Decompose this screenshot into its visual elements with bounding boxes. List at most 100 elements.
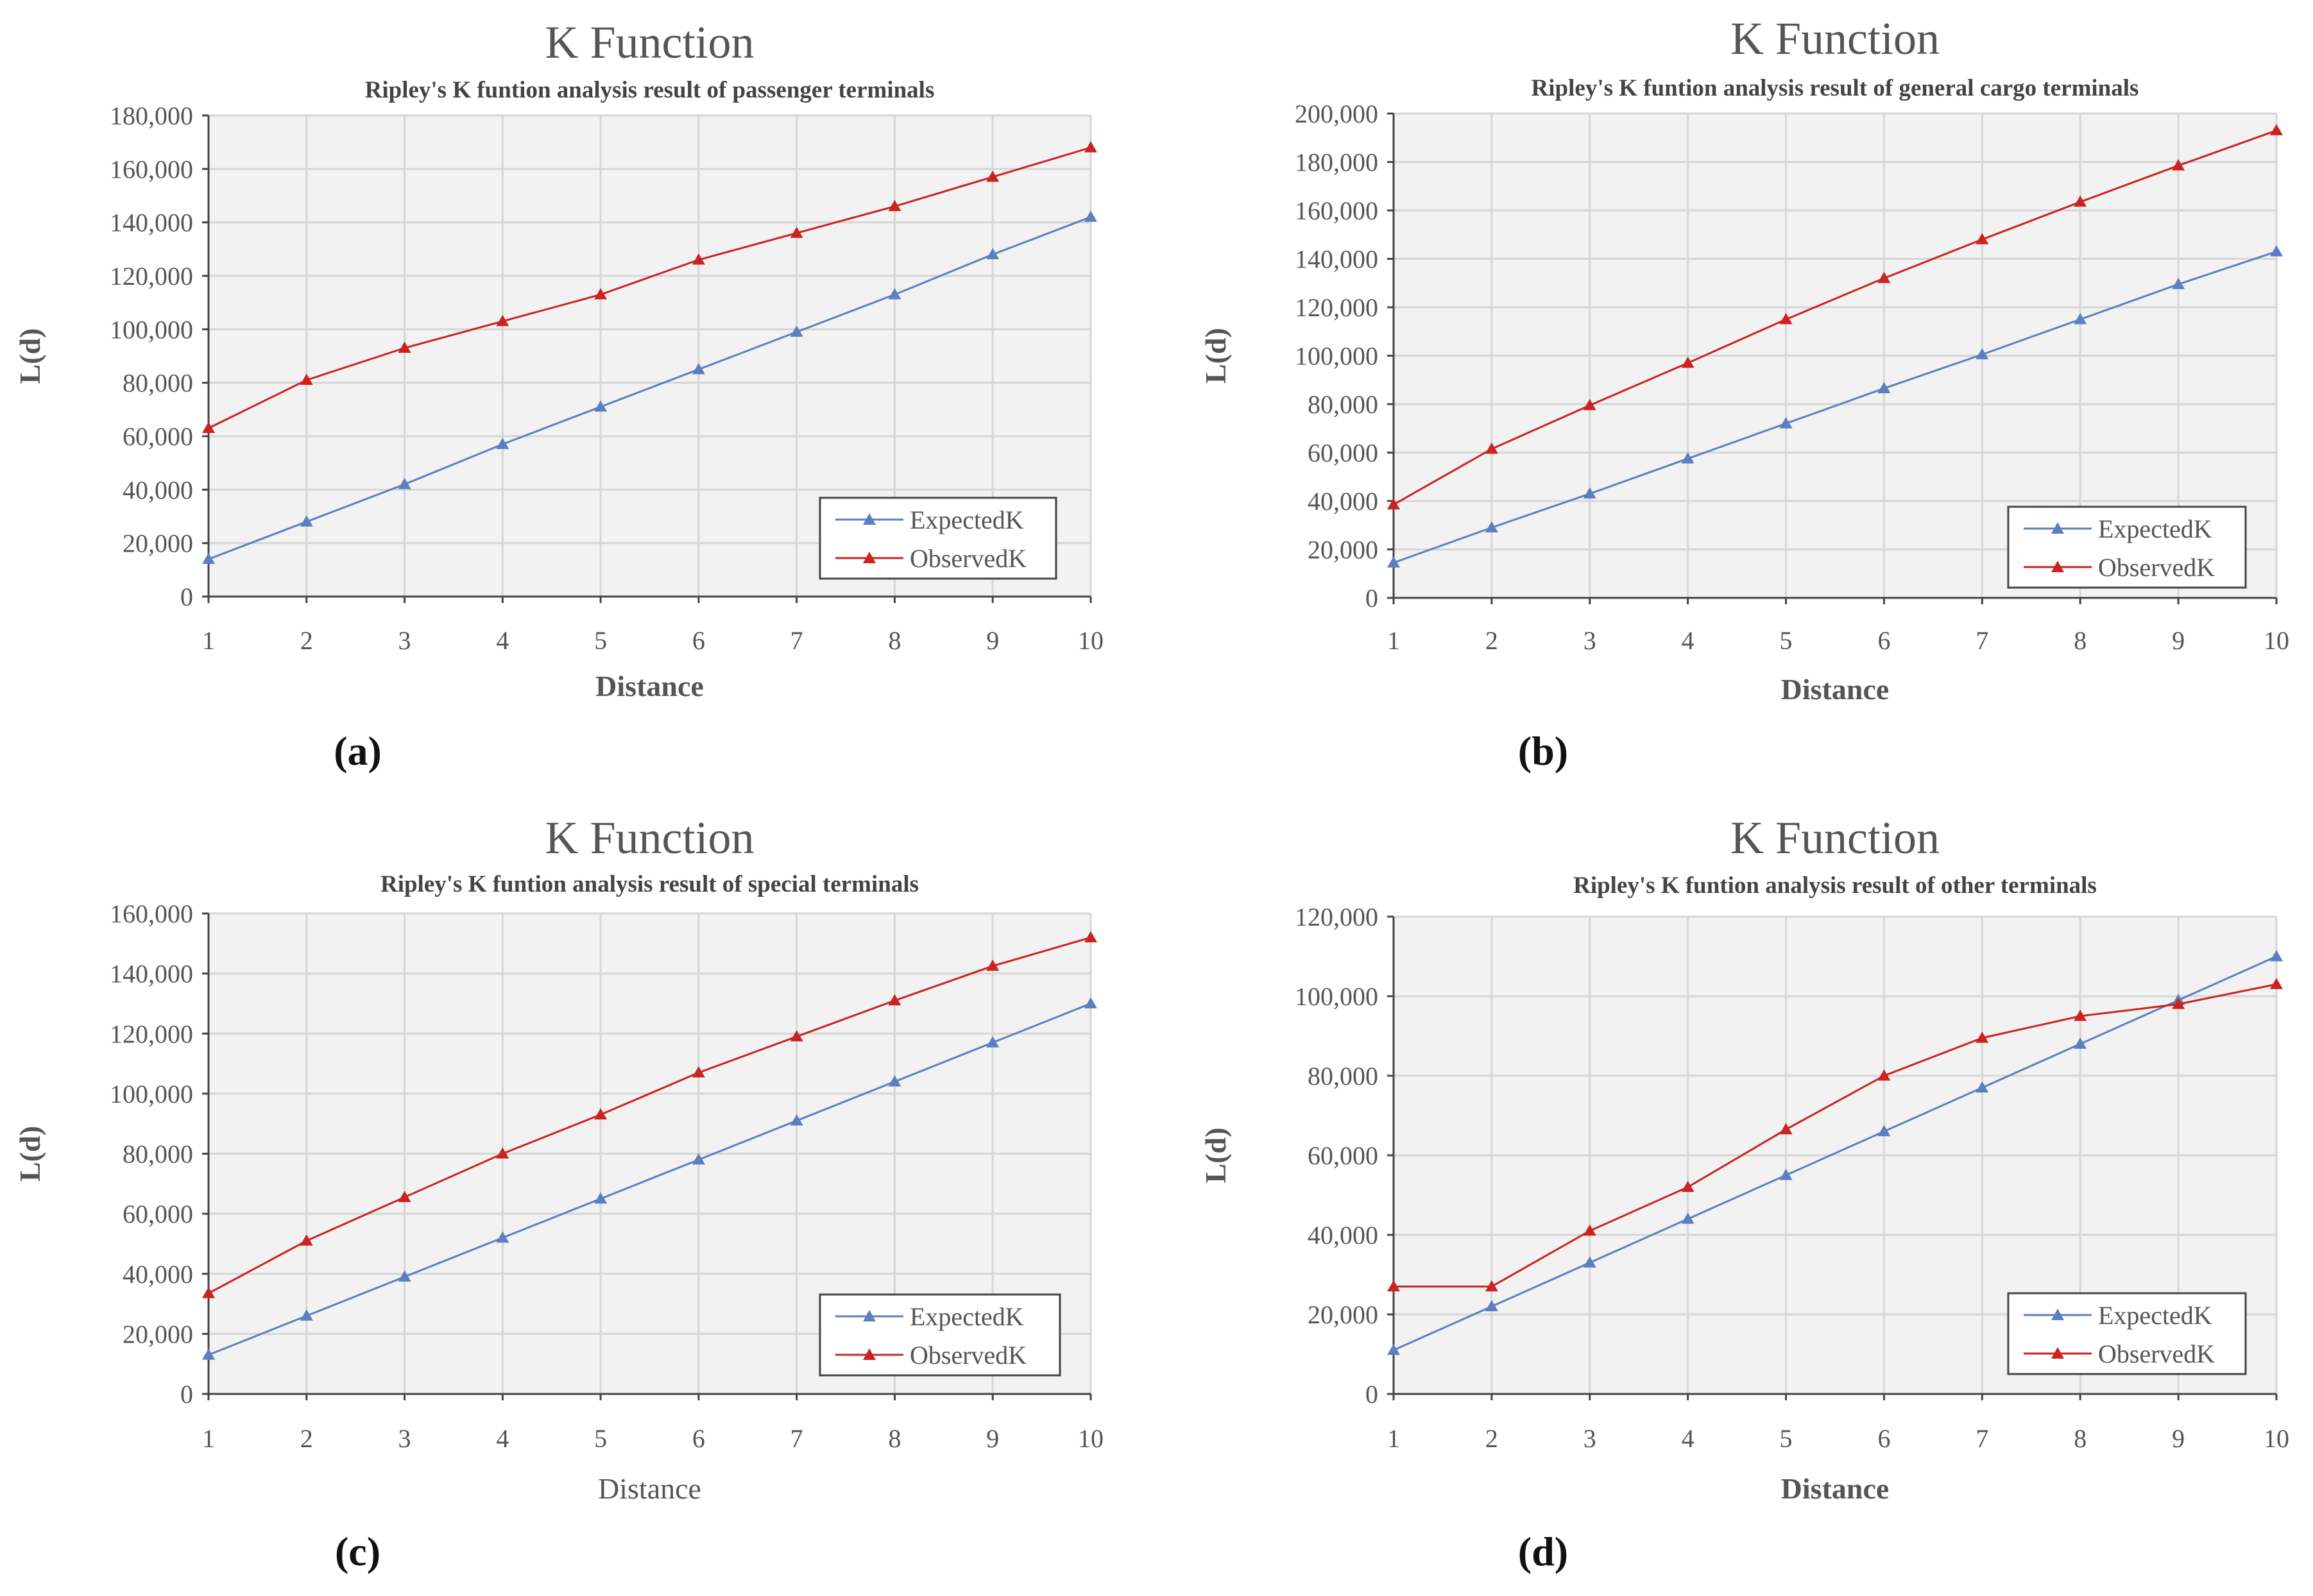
series-line-observedk [1394,983,2277,1288]
x-tick-label: 5 [594,626,607,655]
legend [2007,1292,2247,1375]
y-tick-label: 20,000 [1308,1300,1378,1329]
data-point-expectedk [2074,312,2087,325]
series-line-expectedk [1393,250,2277,564]
data-point-expectedk [594,400,608,412]
y-tick-label: 0 [180,582,193,611]
y-tick-label: 100,000 [110,315,193,344]
series-line-expectedk [208,216,1091,561]
data-point-expectedk [2270,245,2283,257]
x-tick-label: 7 [1976,626,1988,655]
chart-subtitle: Ripley's K funtion analysis result of pa… [365,77,935,103]
chart-panel-d: K Function Ripley's K funtion analysis re… [1199,812,2289,1574]
x-tick-label: 8 [888,1424,901,1453]
x-tick-label: 9 [986,1424,999,1453]
x-tick-label: 10 [1078,626,1104,655]
y-tick-label: 120,000 [110,1019,193,1048]
data-point-expectedk [1779,1169,1793,1180]
x-tick-label: 6 [1877,626,1890,655]
data-point-observedk [790,1030,803,1042]
y-tick-label: 80,000 [1308,1062,1378,1091]
y-tick-label: 180,000 [1295,148,1378,177]
data-point-expectedk [496,1231,509,1243]
y-tick-label: 0 [1365,1380,1378,1409]
legend-marker [863,552,876,563]
data-point-observedk [2172,998,2185,1009]
y-tick-label: 100,000 [1295,982,1378,1011]
x-tick-label: 9 [2172,1424,2185,1453]
legend-label: ObservedK [2098,553,2215,582]
y-tick-label: 0 [180,1380,193,1409]
data-point-expectedk [1877,1125,1891,1137]
legend-marker [2051,1347,2064,1359]
x-tick-label: 3 [398,1424,411,1453]
data-point-expectedk [1877,382,1891,393]
data-point-expectedk [1387,1343,1400,1355]
y-axis-label: L(d) [1199,1128,1232,1184]
data-point-observedk [692,253,705,265]
y-tick-label: 80,000 [123,1140,193,1169]
y-tick-label: 100,000 [110,1080,193,1108]
data-point-observedk [986,959,1000,971]
data-point-observedk [888,200,901,212]
data-point-expectedk [2270,950,2283,962]
data-point-expectedk [1583,487,1596,499]
data-point-observedk [594,1108,608,1120]
data-point-expectedk [1779,417,1793,429]
chart-subtitle: Ripley's K funtion analysis result of ge… [1532,75,2139,101]
y-tick-label: 160,000 [110,899,193,928]
data-point-expectedk [986,248,1000,260]
y-tick-label: 40,000 [1308,487,1378,516]
x-tick-label: 1 [1387,626,1400,655]
data-point-expectedk [1976,1081,1989,1093]
data-point-observedk [398,341,411,353]
data-point-observedk [790,226,803,238]
data-point-observedk [1877,1069,1891,1081]
x-tick-label: 7 [790,1424,803,1453]
data-point-observedk [1583,1224,1596,1236]
series-line-expectedk [1393,955,2277,1352]
data-point-observedk [1976,233,1989,244]
panel-label: (c) [335,1529,380,1574]
x-axis-label: Distance [1781,673,1890,706]
legend [819,1293,1061,1377]
legend-marker [2051,522,2064,534]
x-tick-label: 7 [790,626,803,655]
data-point-observedk [2074,195,2087,207]
x-tick-label: 6 [692,626,705,655]
data-point-observedk [2172,159,2185,171]
data-point-expectedk [1583,1256,1596,1268]
chart-title: K Function [545,17,754,68]
data-point-expectedk [398,1270,411,1282]
data-point-observedk [2270,124,2283,135]
x-tick-label: 1 [1387,1424,1400,1453]
x-tick-label: 6 [1877,1424,1890,1453]
y-tick-label: 20,000 [1308,536,1378,565]
legend-marker [863,1310,876,1321]
data-point-observedk [1583,398,1596,411]
series-line-expectedk [208,1003,1091,1356]
data-point-expectedk [1084,997,1097,1008]
legend-marker [2051,561,2064,572]
legend-label: ExpectedK [2098,1301,2212,1330]
legend-label: ExpectedK [910,505,1024,534]
data-point-observedk [1485,442,1498,454]
y-tick-label: 120,000 [110,262,193,291]
data-point-observedk [1084,931,1097,942]
chart-subtitle: Ripley's K funtion analysis result of sp… [380,871,919,897]
data-point-expectedk [1681,1212,1694,1224]
data-point-observedk [496,1147,509,1159]
y-tick-label: 80,000 [123,369,193,398]
data-point-observedk [1681,356,1694,368]
data-point-observedk [888,994,901,1006]
x-tick-label: 2 [300,626,313,655]
y-tick-label: 40,000 [1308,1221,1378,1250]
x-tick-label: 6 [692,1424,705,1453]
panel-label: (d) [1518,1529,1568,1574]
x-tick-label: 8 [2074,626,2087,655]
y-tick-label: 20,000 [123,529,193,558]
legend-marker [2051,1309,2064,1320]
data-point-expectedk [888,1075,901,1087]
data-point-expectedk [888,288,901,300]
